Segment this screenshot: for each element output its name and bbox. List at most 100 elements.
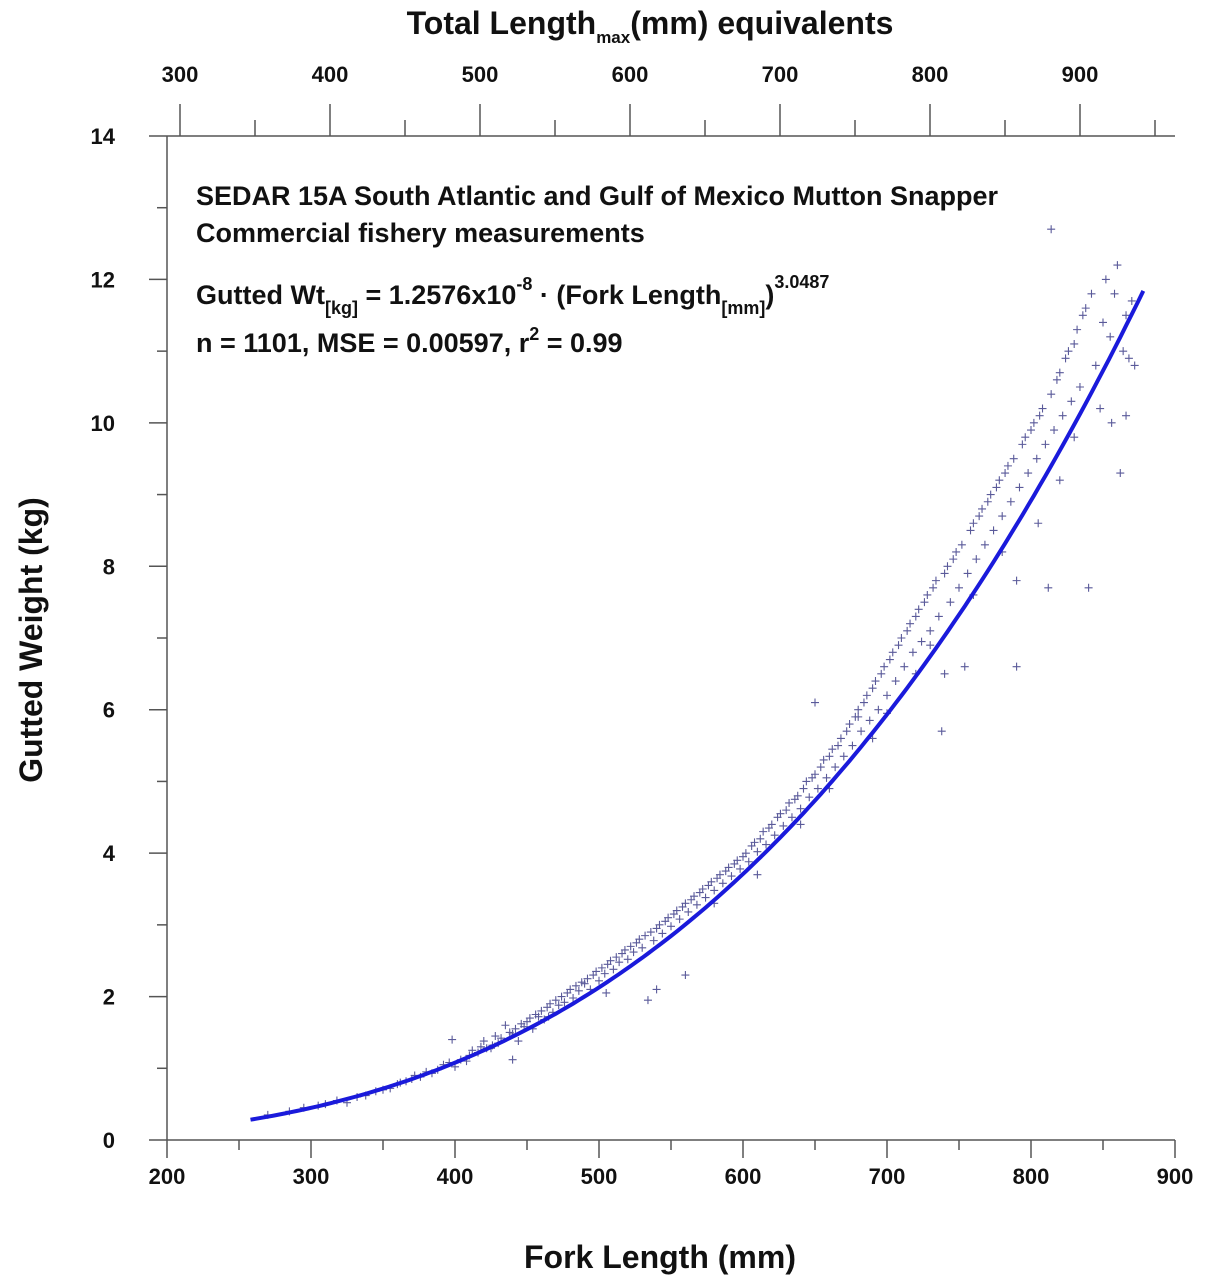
data-point [1122, 311, 1131, 320]
data-points [263, 225, 1139, 1119]
data-point [1003, 461, 1012, 470]
data-point [908, 648, 917, 657]
data-point [796, 820, 805, 829]
data-point [1047, 390, 1056, 399]
x-tick-label: 400 [437, 1164, 474, 1189]
data-point [595, 976, 603, 985]
data-point [813, 784, 822, 793]
stats-prefix: n = 1101, MSE = 0.00597, r [196, 328, 530, 358]
data-point [1119, 347, 1128, 356]
data-point [534, 1012, 543, 1021]
data-point [1110, 289, 1119, 298]
data-point [566, 985, 575, 994]
data-point [1009, 454, 1018, 463]
data-point [871, 677, 880, 686]
top-axis-title-main: Total Length [407, 5, 597, 41]
data-point [753, 847, 762, 856]
data-point [664, 913, 673, 922]
data-point [1099, 318, 1107, 327]
data-point [865, 716, 874, 725]
data-point [834, 741, 843, 750]
data-point [857, 727, 866, 736]
y-axis: 0 2 4 6 8 10 12 14 [91, 124, 168, 1153]
data-point [571, 981, 580, 990]
data-point [767, 820, 776, 829]
data-point [874, 705, 883, 714]
data-point [888, 648, 897, 657]
data-point [638, 943, 647, 952]
data-point [620, 945, 629, 954]
data-point [569, 994, 578, 1003]
data-point [978, 504, 987, 513]
data-point [903, 626, 912, 635]
data-point [1047, 225, 1056, 234]
data-point [986, 490, 995, 499]
data-point [759, 827, 768, 836]
data-point [862, 691, 871, 700]
data-point [707, 877, 716, 886]
x-tick-label: 300 [293, 1164, 330, 1189]
data-point [940, 669, 949, 678]
fit-stats: n = 1101, MSE = 0.00597, r2 = 0.99 [196, 324, 623, 358]
data-point [1038, 404, 1047, 413]
data-point [998, 512, 1007, 521]
x-tick-label: 700 [869, 1164, 906, 1189]
data-point [914, 605, 923, 614]
data-point [1034, 519, 1043, 528]
data-point [1127, 296, 1136, 305]
data-point [957, 540, 966, 549]
eq-dot: · [532, 280, 556, 310]
data-point [448, 1035, 457, 1044]
data-point [658, 929, 667, 938]
data-point [1058, 411, 1067, 420]
data-point [1006, 497, 1015, 506]
fit-equation: Gutted Wt[kg] = 1.2576x10-8 · (Fork Leng… [196, 272, 829, 318]
top-tick-label: 800 [912, 62, 949, 87]
data-point [580, 979, 589, 988]
data-point [779, 821, 788, 830]
data-point [1091, 361, 1100, 370]
data-point [1073, 325, 1082, 334]
data-point [906, 619, 915, 628]
data-point [842, 727, 851, 736]
data-point [854, 712, 863, 721]
data-point [733, 856, 742, 865]
eq-lhs: Gutted Wt [196, 280, 325, 310]
y-tick-label: 6 [103, 698, 115, 723]
data-point [900, 662, 909, 671]
data-point [983, 497, 992, 506]
data-point [1070, 339, 1079, 348]
data-point [600, 969, 609, 978]
data-point [701, 893, 710, 902]
data-point [551, 996, 560, 1005]
data-point [1070, 433, 1079, 442]
data-point [891, 677, 900, 686]
data-point [949, 555, 958, 564]
data-point [574, 986, 583, 995]
data-point [641, 931, 650, 940]
data-point [1041, 440, 1050, 449]
data-point [1024, 469, 1033, 478]
top-tick-label: 300 [162, 62, 199, 87]
y-tick-label: 12 [91, 267, 115, 292]
top-axis-title: Total Lengthmax(mm) equivalents [407, 5, 894, 47]
x-axis-title: Fork Length (mm) [524, 1239, 796, 1275]
stats-suffix: = 0.99 [539, 328, 622, 358]
data-point [822, 773, 831, 782]
eq-power: 3.0487 [774, 272, 829, 292]
data-point [675, 915, 684, 924]
top-tick-label: 900 [1062, 62, 1099, 87]
data-point [744, 857, 753, 866]
data-point [1032, 454, 1041, 463]
data-point [1107, 418, 1116, 427]
data-point [1130, 361, 1139, 370]
data-point [992, 483, 1001, 492]
data-point [955, 583, 963, 592]
data-point [762, 840, 771, 849]
data-point [926, 626, 935, 635]
data-point [1001, 469, 1010, 478]
data-point [894, 641, 903, 650]
data-point [652, 985, 661, 994]
data-point [626, 942, 635, 951]
data-point [934, 612, 943, 621]
